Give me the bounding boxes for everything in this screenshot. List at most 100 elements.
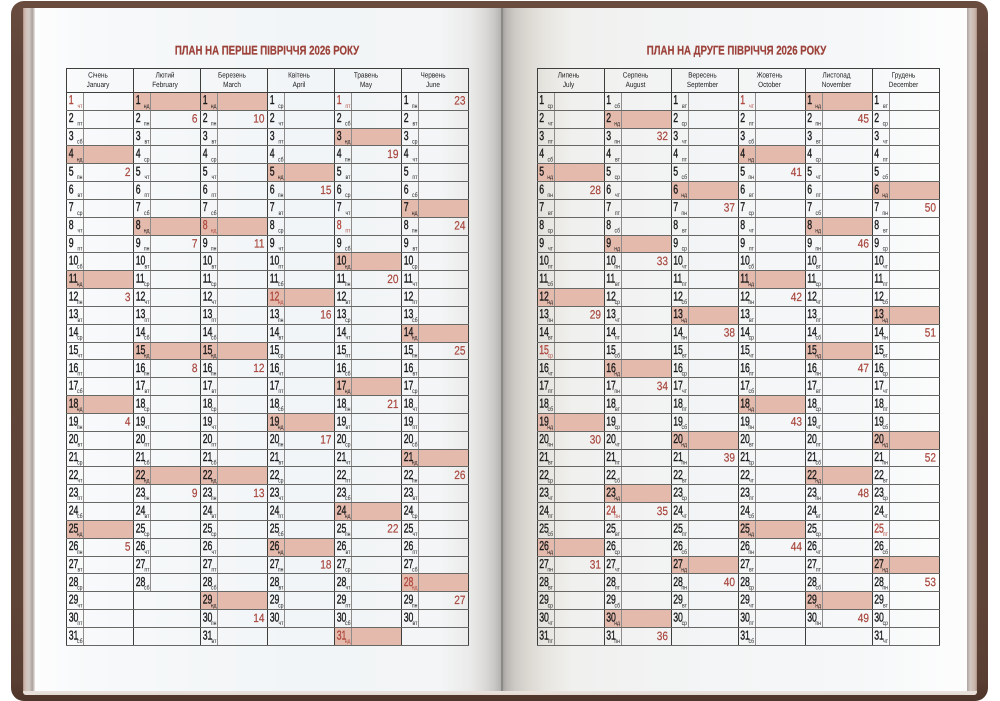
svg-text:пн: пн — [748, 549, 754, 556]
svg-text:чт: чт — [144, 424, 149, 431]
svg-text:28: 28 — [404, 574, 414, 589]
svg-text:17: 17 — [874, 378, 884, 393]
svg-text:нд: нд — [815, 477, 821, 484]
svg-text:нд: нд — [547, 299, 553, 306]
svg-text:8: 8 — [136, 217, 141, 232]
svg-text:3: 3 — [270, 128, 275, 143]
svg-text:нд: нд — [345, 263, 351, 270]
svg-text:18: 18 — [807, 395, 817, 410]
svg-text:2: 2 — [125, 165, 131, 179]
svg-text:August: August — [626, 80, 647, 89]
svg-text:ср: ср — [278, 353, 284, 360]
svg-text:вт: вт — [883, 228, 888, 235]
svg-text:1: 1 — [270, 92, 275, 107]
svg-text:5: 5 — [807, 164, 812, 179]
svg-text:сб: сб — [749, 263, 755, 270]
svg-text:23: 23 — [69, 485, 79, 500]
svg-text:1: 1 — [740, 92, 745, 107]
svg-text:19: 19 — [203, 413, 213, 428]
svg-text:28: 28 — [337, 574, 347, 589]
svg-text:41: 41 — [791, 165, 802, 179]
svg-text:29: 29 — [270, 592, 280, 607]
svg-text:28: 28 — [590, 183, 601, 197]
svg-text:пт: пт — [345, 228, 350, 235]
svg-text:5: 5 — [337, 164, 342, 179]
svg-text:5: 5 — [874, 164, 879, 179]
svg-text:сб: сб — [816, 210, 822, 217]
svg-text:пт: пт — [345, 477, 350, 484]
svg-text:21: 21 — [136, 449, 146, 464]
svg-text:ср: ср — [345, 317, 351, 324]
svg-text:Липень: Липень — [558, 71, 580, 80]
svg-text:Жовтень: Жовтень — [757, 71, 783, 80]
svg-text:нд: нд — [614, 495, 620, 502]
svg-text:чт: чт — [615, 442, 620, 449]
svg-text:пн: пн — [211, 495, 217, 502]
svg-text:ср: ср — [144, 406, 150, 413]
svg-text:пт: пт — [144, 317, 149, 324]
svg-text:13: 13 — [203, 306, 213, 321]
svg-text:ср: ср — [278, 477, 284, 484]
svg-text:March: March — [223, 80, 241, 89]
svg-text:пн: пн — [748, 299, 754, 306]
svg-text:сб: сб — [816, 335, 822, 342]
svg-text:вт: вт — [145, 388, 150, 395]
svg-text:7: 7 — [740, 199, 745, 214]
svg-text:чт: чт — [749, 477, 754, 484]
svg-text:28: 28 — [69, 574, 79, 589]
svg-text:ср: ср — [682, 620, 688, 627]
svg-text:4: 4 — [337, 146, 342, 161]
svg-text:14: 14 — [69, 324, 79, 339]
svg-text:5: 5 — [203, 164, 208, 179]
svg-text:14: 14 — [337, 324, 347, 339]
svg-text:чт: чт — [548, 620, 553, 627]
svg-text:14: 14 — [404, 324, 414, 339]
svg-text:24: 24 — [270, 502, 280, 517]
svg-text:пт: пт — [615, 335, 620, 342]
svg-text:27: 27 — [136, 556, 146, 571]
svg-text:1: 1 — [874, 92, 879, 107]
svg-text:23: 23 — [807, 485, 817, 500]
svg-text:нд: нд — [681, 192, 687, 199]
svg-text:7: 7 — [539, 199, 544, 214]
svg-text:15: 15 — [320, 183, 331, 197]
svg-text:сб: сб — [412, 567, 418, 574]
svg-text:ср: ср — [615, 174, 621, 181]
svg-text:нд: нд — [815, 228, 821, 235]
svg-text:29: 29 — [203, 592, 213, 607]
svg-text:10: 10 — [337, 253, 347, 268]
svg-text:сб: сб — [548, 406, 554, 413]
svg-text:26: 26 — [606, 538, 616, 553]
svg-text:ср: ср — [548, 477, 554, 484]
svg-text:30: 30 — [270, 610, 280, 625]
svg-text:28: 28 — [539, 574, 549, 589]
svg-text:46: 46 — [858, 236, 869, 250]
svg-text:нд: нд — [278, 549, 284, 556]
svg-text:33: 33 — [657, 254, 668, 268]
svg-text:18: 18 — [606, 395, 616, 410]
svg-text:6: 6 — [539, 181, 544, 196]
svg-text:23: 23 — [203, 485, 213, 500]
svg-text:вт: вт — [212, 138, 217, 145]
svg-text:пн: пн — [815, 370, 821, 377]
svg-text:ср: ср — [816, 281, 822, 288]
svg-text:5: 5 — [673, 164, 678, 179]
svg-text:ср: ср — [749, 335, 755, 342]
svg-text:чт: чт — [77, 103, 82, 110]
svg-text:22: 22 — [337, 467, 347, 482]
svg-text:вт: вт — [816, 263, 821, 270]
svg-text:чт: чт — [211, 174, 216, 181]
svg-text:7: 7 — [270, 199, 275, 214]
svg-text:25: 25 — [673, 520, 683, 535]
svg-text:21: 21 — [270, 449, 280, 464]
svg-text:пт: пт — [412, 424, 417, 431]
svg-text:4: 4 — [807, 146, 812, 161]
svg-text:пн: пн — [681, 335, 687, 342]
svg-text:16: 16 — [136, 360, 146, 375]
svg-text:9: 9 — [740, 235, 745, 250]
svg-text:чт: чт — [816, 549, 821, 556]
svg-text:пт: пт — [144, 192, 149, 199]
svg-text:8: 8 — [807, 217, 812, 232]
svg-text:24: 24 — [539, 502, 549, 517]
svg-text:вт: вт — [749, 442, 754, 449]
